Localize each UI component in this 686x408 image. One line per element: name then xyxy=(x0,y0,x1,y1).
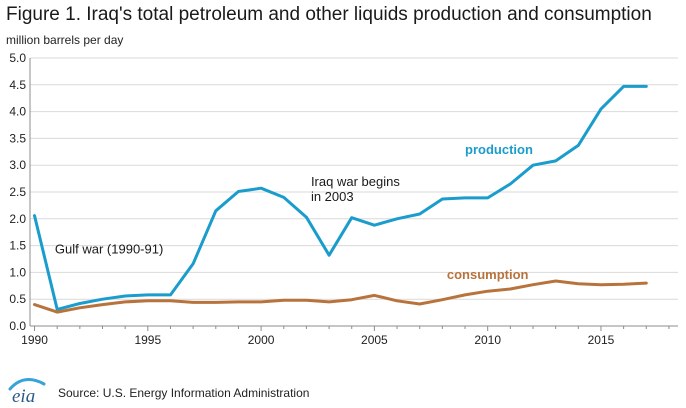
y-tick-label: 1.0 xyxy=(9,265,26,279)
series-line-consumption xyxy=(33,279,648,314)
x-tick-label: 2010 xyxy=(474,333,501,347)
series-line-production xyxy=(33,84,648,311)
y-tick-label: 4.5 xyxy=(9,78,26,92)
x-tick-label: 2000 xyxy=(248,333,275,347)
annotation: Gulf war (1990-91) xyxy=(55,242,163,257)
annotation-line: Iraq war begins xyxy=(311,174,400,189)
gridlines xyxy=(30,57,678,300)
y-tick-label: 5.0 xyxy=(9,51,26,65)
x-tick-label: 2015 xyxy=(588,333,615,347)
source-footer: eia Source: U.S. Energy Information Admi… xyxy=(8,376,309,404)
x-tick-label: 1995 xyxy=(134,333,161,347)
series-label-production: production xyxy=(465,142,533,157)
data-series xyxy=(33,84,648,314)
y-tick-label: 4.0 xyxy=(9,105,26,119)
annotation-line: Gulf war (1990-91) xyxy=(55,242,163,257)
x-tick-label: 1990 xyxy=(21,333,48,347)
source-text: Source: U.S. Energy Information Administ… xyxy=(58,386,310,400)
series-label-consumption: consumption xyxy=(447,267,529,282)
x-tick-label: 2005 xyxy=(361,333,388,347)
y-tick-label: 1.5 xyxy=(9,239,26,253)
chart-title: Figure 1. Iraq's total petroleum and oth… xyxy=(6,4,652,25)
y-tick-label: 3.0 xyxy=(9,158,26,172)
eia-logo-icon: eia xyxy=(8,378,46,404)
y-tick-label: 0.0 xyxy=(9,319,26,333)
y-tick-label: 2.0 xyxy=(9,212,26,226)
x-axis-tick-labels: 1990 1995 2000 2005 2010 2015 xyxy=(21,333,614,347)
y-axis-unit-label: million barrels per day xyxy=(6,33,124,47)
annotation: Iraq war begins in 2003 xyxy=(311,174,400,204)
y-tick-label: 3.5 xyxy=(9,131,26,145)
axes xyxy=(29,58,678,331)
annotation-line: in 2003 xyxy=(311,189,354,204)
y-tick-label: 2.5 xyxy=(9,185,26,199)
svg-text:eia: eia xyxy=(12,386,35,404)
y-tick-label: 0.5 xyxy=(9,292,26,306)
annotations: Gulf war (1990-91) Iraq war begins in 2003… xyxy=(55,142,533,282)
y-axis-tick-labels: 0.0 0.5 1.0 1.5 2.0 2.5 3.0 3.5 4.0 4.5 5.0 xyxy=(9,51,26,333)
